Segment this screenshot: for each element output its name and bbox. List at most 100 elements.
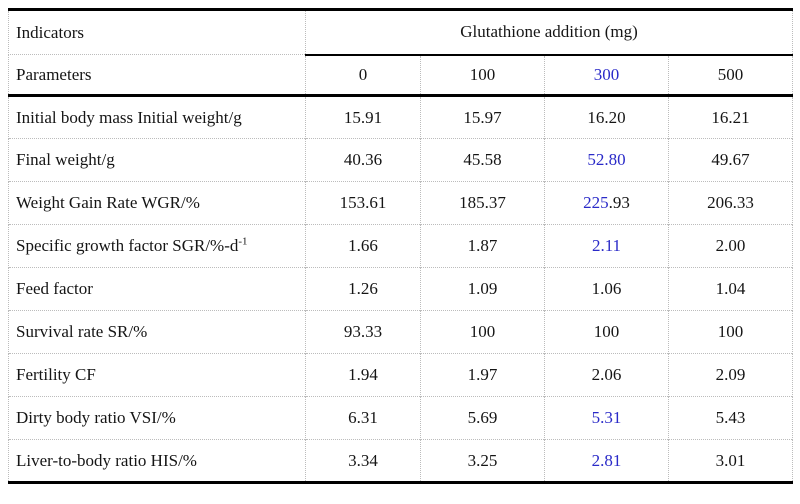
table-row: Final weight/g 40.36 45.58 52.80 49.67: [8, 138, 794, 182]
value-text: 1.87: [467, 236, 498, 255]
cell-value: 16.20: [544, 95, 669, 139]
cell-value: 40.36: [305, 138, 421, 182]
value-text: 2.09: [715, 365, 746, 384]
header-row-indicators: Indicators Glutathione addition (mg): [8, 9, 794, 56]
value-text: 2.00: [715, 236, 746, 255]
value-highlighted: 5.31: [591, 408, 622, 427]
table-row: Dirty body ratio VSI/% 6.31 5.69 5.31 5.43: [8, 396, 794, 440]
row-label: Weight Gain Rate WGR/%: [8, 181, 306, 225]
value-text: 93.33: [343, 322, 383, 341]
header-indicators-label: Indicators: [8, 9, 306, 55]
table-row: Survival rate SR/% 93.33 100 100 100: [8, 310, 794, 354]
row-label: Feed factor: [8, 267, 306, 311]
row-label: Final weight/g: [8, 138, 306, 182]
value-text: 1.06: [591, 279, 622, 298]
cell-value: 49.67: [667, 138, 794, 182]
value-text: 206.33: [707, 193, 754, 212]
cell-value: 2.09: [667, 353, 794, 397]
cell-value: 1.97: [420, 353, 545, 397]
value-text: 1.66: [348, 236, 378, 255]
cell-value: 206.33: [667, 181, 794, 225]
glutathione-results-table: Indicators Glutathione addition (mg) Par…: [8, 8, 794, 484]
value-text: 153.61: [339, 193, 387, 212]
table-body: Initial body mass Initial weight/g 15.91 1…: [8, 95, 794, 483]
row-label: Liver-to-body ratio HIS/%: [8, 439, 306, 483]
row-label: Specific growth factor SGR/%-d-1: [8, 224, 306, 268]
cell-value: 1.26: [305, 267, 421, 311]
value-text: 15.91: [343, 107, 383, 127]
cell-value: 2.11: [544, 224, 669, 268]
row-label: Dirty body ratio VSI/%: [8, 396, 306, 440]
value-text: 15.97: [463, 107, 502, 127]
cell-value: 5.31: [544, 396, 669, 440]
header-row-parameters: Parameters 0 100 300 500: [8, 54, 794, 97]
cell-value: 1.66: [305, 224, 421, 268]
value-highlighted: 2.11: [591, 236, 622, 255]
dose-header-300: 300: [544, 54, 669, 97]
cell-value: 6.31: [305, 396, 421, 440]
dose-header-0: 0: [305, 54, 421, 97]
cell-value: 1.87: [420, 224, 545, 268]
value-text: 1.26: [348, 279, 378, 298]
cell-value: 3.01: [667, 439, 794, 483]
cell-value: 185.37: [420, 181, 545, 225]
value-text: 1.97: [467, 365, 498, 384]
cell-value: 100: [420, 310, 545, 354]
table-row: Liver-to-body ratio HIS/% 3.34 3.25 2.81 3.0…: [8, 439, 794, 483]
cell-value: 2.06: [544, 353, 669, 397]
cell-value: 16.21: [667, 95, 794, 139]
dose-header-500: 500: [667, 54, 794, 97]
row-label: Fertility CF: [8, 353, 306, 397]
header-parameters-label: Parameters: [8, 54, 306, 97]
value-text: 49.67: [711, 150, 750, 169]
value-text: 2.06: [591, 365, 622, 384]
value-text: 5.69: [467, 408, 498, 427]
cell-value: 3.34: [305, 439, 421, 483]
header-group-label: Glutathione addition (mg): [304, 9, 794, 56]
cell-value: 15.91: [305, 95, 421, 139]
cell-value: 153.61: [305, 181, 421, 225]
cell-value: 1.94: [305, 353, 421, 397]
cell-value: 1.04: [667, 267, 794, 311]
cell-value: 2.81: [544, 439, 669, 483]
table-row: Initial body mass Initial weight/g 15.91 1…: [8, 95, 794, 139]
value-text: 5.43: [715, 408, 746, 427]
cell-value: 3.25: [420, 439, 545, 483]
value-text: 100: [593, 322, 620, 341]
value-text: 6.31: [348, 408, 378, 427]
cell-value: 15.97: [420, 95, 545, 139]
value-text: 100: [717, 322, 744, 341]
cell-value: 52.80: [544, 138, 669, 182]
cell-value: 100: [544, 310, 669, 354]
cell-value: 5.69: [420, 396, 545, 440]
value-highlighted: 225: [583, 193, 609, 212]
value-text: 1.04: [715, 279, 746, 298]
table-row: Weight Gain Rate WGR/% 153.61 185.37 225.93…: [8, 181, 794, 225]
value-text: 100: [469, 322, 496, 341]
value-text: 3.34: [348, 450, 378, 470]
value-text: 16.21: [711, 107, 750, 127]
value-text: 45.58: [463, 150, 502, 169]
value-text: 1.94: [348, 365, 378, 384]
cell-value: 2.00: [667, 224, 794, 268]
dose-header-100: 100: [420, 54, 545, 97]
cell-value: 225.93: [544, 181, 669, 225]
row-label: Survival rate SR/%: [8, 310, 306, 354]
value-text: 3.25: [467, 450, 498, 470]
value-text: 1.09: [467, 279, 498, 298]
value-text: 185.37: [459, 193, 506, 212]
value-text: 40.36: [343, 150, 383, 169]
table-row: Specific growth factor SGR/%-d-1 1.66 1.87…: [8, 224, 794, 268]
cell-value: 1.06: [544, 267, 669, 311]
value-highlighted: 2.81: [591, 450, 622, 470]
value-text: .93: [608, 193, 630, 212]
cell-value: 45.58: [420, 138, 545, 182]
table-row: Feed factor 1.26 1.09 1.06 1.04: [8, 267, 794, 311]
row-label: Initial body mass Initial weight/g: [8, 95, 306, 139]
value-text: 16.20: [587, 107, 626, 127]
cell-value: 1.09: [420, 267, 545, 311]
row-label-superscript: -1: [238, 235, 248, 248]
cell-value: 100: [667, 310, 794, 354]
cell-value: 93.33: [305, 310, 421, 354]
